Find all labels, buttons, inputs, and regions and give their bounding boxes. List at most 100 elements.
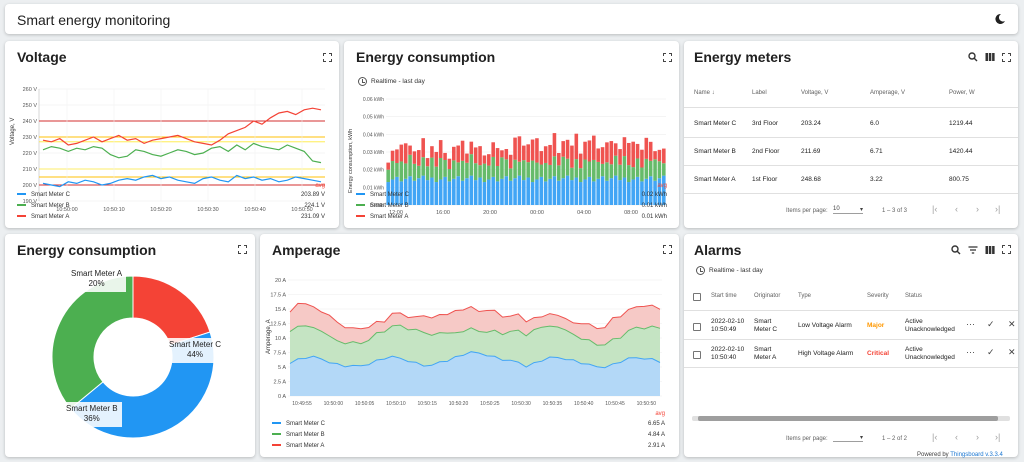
table-row[interactable]	[684, 165, 1018, 166]
clock-icon	[358, 77, 367, 86]
bar-smart-meter-c	[583, 179, 587, 205]
bar-smart-meter-c	[443, 176, 447, 205]
x-tick-label: 10:50:35	[543, 401, 563, 407]
items-per-page-value: 10	[833, 206, 840, 212]
table-row[interactable]	[684, 339, 1018, 340]
y-tick-label: 220 V	[23, 151, 38, 157]
scrollbar-thumb[interactable]	[698, 416, 998, 421]
column-header[interactable]: Name ↓	[694, 90, 715, 96]
energy-legend-0[interactable]: Smart Meter C	[356, 192, 409, 198]
bar-smart-meter-a	[583, 141, 587, 160]
columns-icon[interactable]	[985, 245, 995, 255]
fullscreen-icon[interactable]	[663, 245, 672, 254]
voltage-legend-value-2: 231.09 V	[300, 214, 325, 220]
prev-page-icon[interactable]: ‹	[955, 432, 958, 442]
column-header[interactable]: Start time	[711, 293, 737, 299]
alarm-originator: Meter C	[754, 326, 778, 333]
row-checkbox[interactable]	[693, 351, 701, 359]
table-row[interactable]	[684, 193, 1018, 194]
first-page-icon[interactable]: |‹	[932, 204, 938, 214]
more-icon[interactable]: ···	[966, 319, 975, 329]
powered-text: Powered by	[917, 452, 951, 458]
y-tick-label: 0 A	[278, 394, 286, 400]
y-tick-label: 0.02 kWh	[363, 168, 384, 174]
search-icon[interactable]	[951, 245, 961, 255]
last-page-icon[interactable]: ›|	[995, 204, 1001, 214]
bar-smart-meter-a	[452, 146, 456, 161]
line-smart-meter-c	[289, 351, 661, 369]
column-header[interactable]: Originator	[754, 293, 781, 299]
column-header[interactable]: Type	[798, 293, 812, 299]
amperage-legend-1[interactable]: Smart Meter B	[272, 432, 325, 438]
first-page-icon[interactable]: |‹	[932, 432, 938, 442]
bar-smart-meter-a	[539, 151, 544, 165]
bar-smart-meter-a	[408, 145, 412, 155]
fullscreen-icon[interactable]	[323, 53, 332, 62]
horizontal-scrollbar[interactable]	[692, 416, 1010, 421]
voltage-legend-0[interactable]: Smart Meter C	[17, 192, 70, 198]
columns-icon[interactable]	[985, 52, 995, 62]
voltage-legend-1[interactable]: Smart Meter B	[17, 203, 70, 209]
column-header[interactable]: Amperage, V	[870, 90, 906, 96]
alarm-severity: Major	[867, 322, 885, 329]
column-header[interactable]: Power, W	[949, 90, 975, 96]
bar-smart-meter-a	[513, 137, 517, 160]
column-header[interactable]: Voltage, V	[801, 90, 829, 96]
bar-smart-meter-b	[443, 159, 447, 177]
voltage-legend-2[interactable]: Smart Meter A	[17, 214, 69, 220]
x-tick-label: 10:50:10	[103, 207, 124, 213]
items-per-page-select[interactable]: ▾	[833, 434, 863, 442]
filter-icon[interactable]	[968, 245, 978, 255]
pie-label: Smart Meter A 20%	[67, 267, 127, 292]
timewindow-label[interactable]: Realtime - last day	[371, 78, 425, 85]
bar-smart-meter-a	[635, 143, 640, 159]
bar-smart-meter-c	[469, 175, 474, 205]
fullscreen-icon[interactable]	[1002, 53, 1011, 62]
next-page-icon[interactable]: ›	[976, 432, 979, 442]
close-icon[interactable]: ✕	[1008, 319, 1016, 329]
table-cell: 248.68	[801, 176, 821, 183]
energy-legend-2[interactable]: Smart Meter A	[356, 214, 408, 220]
energy-legend-1[interactable]: Smart Meter B	[356, 203, 409, 209]
table-row[interactable]	[684, 137, 1018, 138]
search-icon[interactable]	[968, 52, 978, 62]
bar-smart-meter-a	[399, 144, 404, 162]
brand-link[interactable]: Thingsboard v.3.3.4	[950, 452, 1003, 458]
more-icon[interactable]: ···	[966, 347, 975, 357]
pie-label-name: Smart Meter A	[71, 269, 123, 278]
fullscreen-icon[interactable]	[663, 53, 672, 62]
amperage-legend-0[interactable]: Smart Meter C	[272, 421, 325, 427]
bar-smart-meter-b	[596, 161, 600, 179]
amperage-legend-2[interactable]: Smart Meter A	[272, 443, 324, 449]
fullscreen-icon[interactable]	[238, 245, 247, 254]
moon-icon[interactable]	[994, 13, 1006, 25]
amperage-widget: Amperage 20 A 17.5 A 15 A 12.5 A 10 A 7.5 A 5 …	[260, 234, 679, 457]
bar-smart-meter-b	[592, 159, 596, 182]
bar-smart-meter-b	[631, 167, 635, 180]
bar-smart-meter-b	[530, 160, 535, 183]
select-all-checkbox[interactable]	[693, 293, 701, 301]
column-header[interactable]: Label	[752, 90, 767, 96]
last-page-icon[interactable]: ›|	[995, 432, 1001, 442]
alarms-timewindow[interactable]: Realtime - last day	[709, 267, 763, 274]
column-header[interactable]: Severity	[867, 293, 889, 299]
bar-smart-meter-c	[618, 180, 622, 205]
check-icon[interactable]: ✓	[987, 347, 995, 357]
bar-smart-meter-c	[653, 180, 657, 205]
divider	[684, 310, 1018, 311]
check-icon[interactable]: ✓	[987, 319, 995, 329]
bar-smart-meter-c	[657, 178, 662, 205]
energy-bar-title: Energy consumption	[356, 49, 496, 65]
items-per-page-select[interactable]: 10 ▾	[833, 206, 863, 214]
row-checkbox[interactable]	[693, 323, 701, 331]
bar-smart-meter-b	[425, 166, 430, 181]
y-tick-label: 240 V	[23, 119, 38, 125]
column-header[interactable]: Status	[905, 293, 923, 299]
prev-page-icon[interactable]: ‹	[955, 204, 958, 214]
fullscreen-icon[interactable]	[1002, 245, 1011, 254]
next-page-icon[interactable]: ›	[976, 204, 979, 214]
table-row[interactable]	[684, 367, 1018, 368]
bar-smart-meter-b	[574, 159, 579, 178]
bar-smart-meter-b	[465, 162, 469, 179]
close-icon[interactable]: ✕	[1008, 347, 1016, 357]
